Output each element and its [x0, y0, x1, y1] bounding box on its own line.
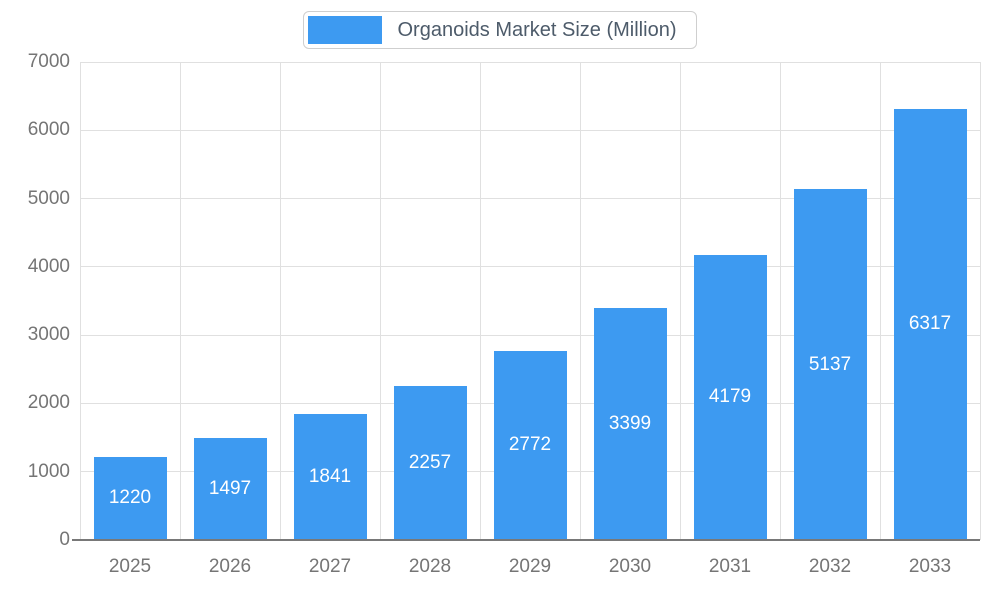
legend: Organoids Market Size (Million) — [0, 11, 1000, 49]
x-axis-label: 2028 — [408, 556, 452, 577]
x-axis-label: 2026 — [208, 556, 252, 577]
bar-value-label: 1497 — [208, 477, 252, 499]
x-gridline — [479, 62, 481, 540]
bar — [93, 456, 167, 540]
bar — [593, 307, 667, 540]
bar-value-label: 2257 — [408, 451, 452, 473]
x-axis-label: 2033 — [908, 556, 952, 577]
x-gridline — [379, 62, 381, 540]
bar-value-label: 2772 — [508, 434, 552, 456]
x-axis-label: 2027 — [308, 556, 352, 577]
y-axis-label: 1000 — [27, 460, 70, 482]
y-axis-label: 6000 — [27, 119, 70, 141]
bar-value-label: 1220 — [108, 487, 152, 509]
y-gridline — [80, 129, 980, 131]
x-gridline — [179, 62, 181, 540]
x-gridline — [579, 62, 581, 540]
y-axis-label: 7000 — [27, 51, 70, 72]
y-gridline — [80, 266, 980, 268]
x-axis-label: 2032 — [808, 556, 852, 577]
bar — [293, 414, 367, 540]
bar-value-label: 1841 — [308, 466, 352, 488]
x-axis-label: 2029 — [508, 556, 552, 577]
bar-value-label: 3399 — [608, 412, 652, 434]
x-axis-line — [72, 539, 980, 541]
y-axis-label: 4000 — [27, 255, 70, 277]
x-gridline — [679, 62, 681, 540]
x-gridline — [79, 62, 81, 540]
legend-swatch — [307, 16, 382, 44]
bar-value-label: 4179 — [708, 386, 752, 408]
x-axis-label: 2025 — [108, 556, 152, 577]
bar — [493, 350, 567, 540]
bar — [193, 437, 267, 540]
x-gridline — [779, 62, 781, 540]
bar — [693, 254, 767, 540]
bar-value-label: 6317 — [908, 313, 952, 335]
x-axis-label: 2031 — [708, 556, 752, 577]
bar-value-label: 5137 — [808, 353, 852, 375]
x-gridline — [879, 62, 881, 540]
y-axis-label: 5000 — [27, 187, 70, 209]
bar — [893, 108, 967, 540]
y-gridline — [80, 334, 980, 336]
legend-label: Organoids Market Size (Million) — [397, 18, 677, 41]
y-gridline — [80, 198, 980, 200]
y-axis-label: 3000 — [27, 324, 70, 346]
x-axis-label: 2030 — [608, 556, 652, 577]
bar — [393, 385, 467, 540]
y-gridline — [80, 61, 980, 63]
y-axis-label: 0 — [59, 529, 70, 550]
legend-box: Organoids Market Size (Million) — [302, 11, 698, 49]
bar — [793, 189, 867, 540]
x-gridline — [979, 62, 981, 540]
x-gridline — [279, 62, 281, 540]
y-axis-label: 2000 — [27, 392, 70, 414]
